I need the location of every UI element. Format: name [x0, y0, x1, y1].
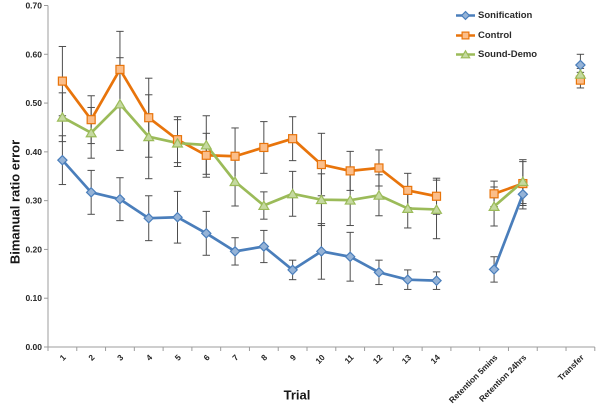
data-point-marker [115, 64, 125, 75]
data-point-marker [402, 274, 414, 286]
data-point-marker [171, 137, 184, 148]
x-tick-label: 2 [86, 352, 97, 363]
data-point-marker [229, 245, 241, 257]
x-tick-label: 7 [230, 352, 241, 363]
legend-item-sound-demo: Sound-Demo [456, 45, 537, 65]
data-point-marker [286, 188, 299, 199]
x-tick-label: Transfer [556, 352, 587, 383]
data-point-marker [374, 163, 384, 173]
data-point-marker [488, 263, 500, 275]
y-tick-label: 0.40 [25, 147, 42, 157]
data-point-marker [86, 115, 96, 125]
series-line-control [61, 68, 438, 198]
data-point-marker [431, 275, 442, 287]
control-line-marker-icon [456, 31, 475, 40]
data-point-marker [259, 142, 269, 153]
x-tick-label: Retention 5mins [447, 352, 500, 405]
data-point-marker [431, 191, 442, 201]
data-point-marker [230, 151, 240, 161]
data-point-marker [257, 199, 270, 211]
x-tick-label: 11 [342, 352, 356, 366]
legend-item-sonification: Sonification [456, 6, 537, 26]
data-point-marker [489, 189, 499, 199]
data-point-marker [56, 154, 68, 166]
data-point-marker [114, 193, 126, 205]
data-point-marker [315, 245, 327, 257]
data-point-marker [142, 131, 155, 142]
x-tick-label: 13 [400, 352, 414, 366]
data-point-marker [460, 11, 471, 21]
data-point-marker [143, 212, 155, 224]
y-tick-label: 0.00 [25, 342, 42, 352]
data-point-marker [85, 127, 98, 138]
x-tick-label: 12 [371, 352, 385, 366]
x-tick-label: 14 [428, 352, 442, 366]
x-tick-label: 8 [259, 352, 270, 363]
data-point-marker [201, 150, 211, 160]
data-point-marker [288, 134, 298, 144]
series-line-sonification [492, 192, 525, 271]
legend-label-sonification: Sonification [478, 10, 533, 22]
data-point-marker [200, 139, 213, 150]
data-point-marker [344, 194, 357, 205]
data-point-marker [403, 185, 413, 195]
data-point-marker [460, 50, 471, 59]
data-point-marker [344, 251, 356, 263]
x-tick-label: 3 [115, 352, 126, 363]
data-point-marker [56, 111, 69, 122]
y-axis-title: Bimanual ratio error [7, 139, 23, 265]
data-point-marker [516, 176, 529, 187]
legend-item-control: Control [456, 26, 537, 46]
data-point-marker [517, 188, 529, 200]
data-point-marker [200, 227, 212, 239]
data-point-marker [315, 194, 328, 205]
chart-legend: Sonification Control Sound-Demo [456, 6, 537, 65]
data-point-marker [574, 68, 587, 79]
y-tick-label: 0.10 [25, 293, 42, 303]
data-point-marker [113, 98, 126, 109]
data-point-marker [229, 176, 242, 187]
y-tick-label: 0.30 [25, 196, 42, 206]
x-tick-label: 4 [144, 352, 155, 363]
x-tick-label: 9 [288, 352, 299, 363]
data-point-marker [461, 31, 470, 40]
x-tick-label: 1 [57, 352, 68, 363]
data-point-marker [373, 189, 385, 200]
series-line-sound-demo [61, 102, 438, 211]
sound-demo-line-marker-icon [456, 50, 475, 59]
legend-label-control: Control [478, 29, 512, 41]
sonification-line-marker-icon [456, 11, 475, 21]
data-point-marker [57, 76, 67, 86]
data-point-marker [85, 186, 97, 198]
data-point-marker [373, 266, 385, 278]
data-point-marker [345, 166, 355, 176]
data-point-marker [430, 203, 443, 214]
data-point-marker [172, 211, 183, 223]
series-line-sonification [61, 158, 438, 283]
y-tick-label: 0.50 [25, 98, 42, 108]
data-point-marker [258, 241, 270, 252]
data-point-marker [401, 202, 414, 213]
x-tick-label: 5 [173, 352, 184, 363]
data-point-marker [287, 264, 299, 276]
data-point-marker [316, 159, 326, 170]
y-tick-label: 0.20 [25, 244, 42, 254]
data-point-marker [144, 113, 154, 123]
data-point-marker [488, 200, 501, 211]
y-tick-label: 0.70 [25, 1, 42, 11]
y-tick-label: 0.60 [25, 49, 42, 59]
x-tick-label: 6 [201, 352, 212, 363]
legend-label-sound-demo: Sound-Demo [478, 49, 538, 61]
x-axis-title: Trial [283, 387, 311, 403]
x-tick-label: 10 [313, 352, 327, 366]
